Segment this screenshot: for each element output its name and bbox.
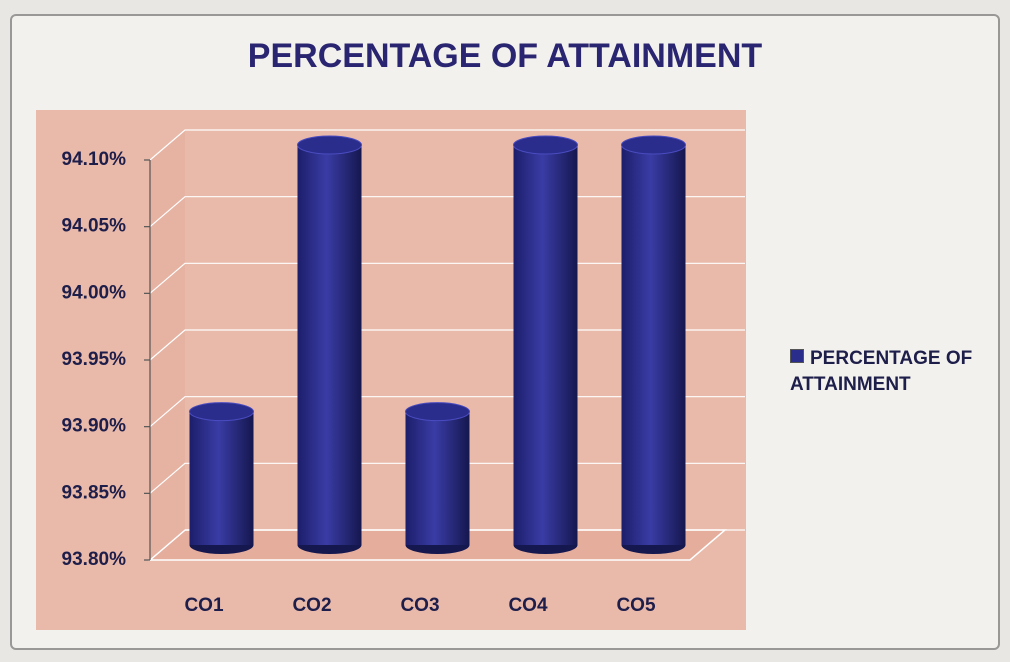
y-tick-label: 93.95% [62,349,127,370]
legend-swatch [790,349,804,363]
y-tick-label: 93.80% [62,549,127,570]
y-tick-label: 94.05% [62,216,127,237]
bar [189,411,254,545]
y-tick-label: 94.00% [62,282,127,303]
x-tick-label: CO5 [616,595,656,616]
bar [405,411,470,545]
chart-title: PERCENTAGE OF ATTAINMENT [248,37,763,75]
x-tick-label: CO2 [292,595,331,616]
y-tick-label: 93.85% [62,482,127,503]
bar-top [621,135,686,155]
x-tick-label: CO3 [400,595,439,616]
legend: PERCENTAGE OF ATTAINMENT [790,346,1000,398]
y-tick-label: 93.90% [62,416,127,437]
legend-label: PERCENTAGE OF ATTAINMENT [790,348,973,395]
bar-top [513,135,578,155]
grid-line [149,129,745,161]
bar-top [405,402,470,422]
bar-top [297,135,362,155]
bar [297,145,362,545]
bar [621,145,686,545]
y-tick-label: 94.10% [62,149,127,170]
bar [513,145,578,545]
bar-top [189,402,254,422]
x-tick-label: CO4 [508,595,548,616]
x-tick-label: CO1 [184,595,224,616]
